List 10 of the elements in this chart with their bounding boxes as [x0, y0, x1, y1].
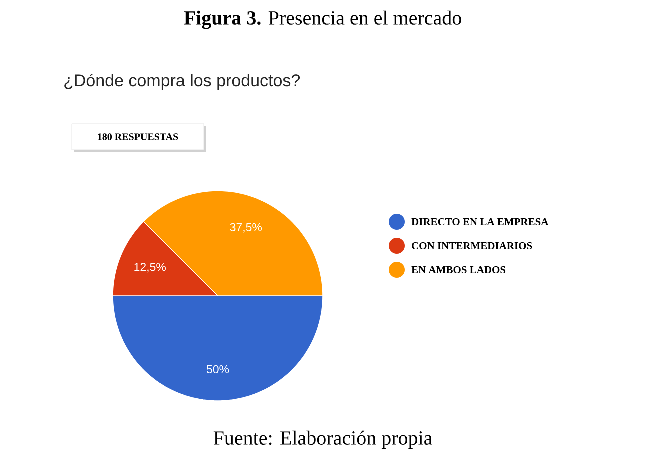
data-label: 50% [206, 365, 230, 374]
legend-label: EN AMBOS LADOS [412, 266, 506, 274]
legend-label: DIRECTO EN LA EMPRESA [412, 218, 549, 226]
text: 180 RESPUESTAS [98, 134, 178, 140]
chart-title: Figura 3. Presencia en el mercado [184, 10, 462, 30]
legend-label: CON INTERMEDIARIOS [412, 242, 532, 250]
data-label: 12,5% [134, 263, 166, 273]
source-note: Fuente: Elaboración propia [214, 430, 432, 450]
chart-subtitle: ¿Dónde compra los productos? [64, 74, 300, 90]
data-label: 37,5% [230, 223, 262, 233]
